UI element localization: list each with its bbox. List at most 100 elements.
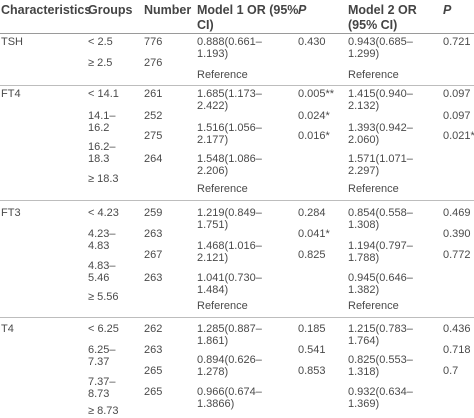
model1-or-line2: 1.861) bbox=[197, 335, 229, 347]
model2-or-line2: 2.132) bbox=[348, 100, 380, 112]
group-number: 263 bbox=[144, 344, 163, 356]
group-number: 776 bbox=[144, 36, 163, 48]
model2-or-line1: 1.194(0.797– bbox=[348, 240, 413, 252]
model2-or-line1: 1.215(0.783– bbox=[348, 323, 413, 335]
header-number: Number bbox=[144, 3, 192, 17]
model1-p: 0.430 bbox=[298, 36, 326, 48]
model1-or-line2: 1.278) bbox=[197, 366, 229, 378]
model2-or-line2: 1.299) bbox=[348, 48, 380, 60]
model2-or-line1: 0.825(0.553– bbox=[348, 354, 413, 366]
group-label: 4.23–4.83 bbox=[88, 228, 132, 252]
model1-or-line2: 1.484) bbox=[197, 284, 229, 296]
header-model1-line1: Model 1 OR (95% bbox=[197, 3, 299, 17]
group-label-text: 7.37–8.73 bbox=[88, 376, 116, 400]
model1-or-line1: 0.894(0.626– bbox=[197, 354, 262, 366]
section-name-t4: T4 bbox=[1, 323, 14, 335]
section-rule bbox=[0, 317, 474, 318]
header-characteristics: Characteristics bbox=[1, 3, 92, 17]
section-rule bbox=[0, 85, 474, 86]
model1-or: 1.219(0.849– 1.751) bbox=[197, 207, 262, 231]
header-groups: Groups bbox=[88, 3, 133, 17]
model2-or: 1.393(0.942– 2.060) bbox=[348, 122, 413, 146]
model1-or-line1: 1.219(0.849– bbox=[197, 207, 262, 219]
model2-or-line2: 1.764) bbox=[348, 335, 380, 347]
group-label: ≥ 2.5 bbox=[88, 57, 113, 69]
model1-or-line2: 2.422) bbox=[197, 100, 229, 112]
group-number: 259 bbox=[144, 207, 163, 219]
header-model1: Model 1 OR (95% CI) bbox=[197, 3, 298, 33]
model2-or: 1.415(0.940– 2.132) bbox=[348, 88, 413, 112]
group-label: 7.37–8.73 bbox=[88, 376, 132, 400]
group-number: 265 bbox=[144, 365, 163, 377]
group-number: 275 bbox=[144, 130, 163, 142]
model2-or-line2: 1.788) bbox=[348, 252, 380, 264]
model2-or: 1.571(1.071– 2.297) bbox=[348, 153, 413, 177]
model1-reference: Reference bbox=[197, 183, 248, 195]
group-number: 264 bbox=[144, 153, 163, 165]
model1-or-line1: 1.285(0.887– bbox=[197, 323, 262, 335]
model1-reference: Reference bbox=[197, 300, 248, 312]
section-name-ft4: FT4 bbox=[1, 88, 21, 100]
model1-p: 0.284 bbox=[298, 207, 326, 219]
header-model2: Model 2 OR (95% CI) bbox=[348, 3, 417, 33]
group-label-text: 14.1–16.2 bbox=[88, 110, 116, 134]
group-number: 263 bbox=[144, 272, 163, 284]
model1-or-line2: 2.177) bbox=[197, 134, 229, 146]
model1-or-line1: 1.041(0.730– bbox=[197, 272, 262, 284]
group-number: 276 bbox=[144, 57, 163, 69]
model1-or: 0.894(0.626– 1.278) bbox=[197, 354, 262, 378]
group-label: < 6.25 bbox=[88, 323, 119, 335]
header-p1-text: P bbox=[298, 3, 307, 17]
model1-or-line1: 0.888(0.661– bbox=[197, 36, 262, 48]
model2-p: 0.772 bbox=[443, 249, 471, 261]
model1-or: 1.041(0.730– 1.484) bbox=[197, 272, 262, 296]
section-rule bbox=[0, 200, 474, 201]
group-label: ≥ 18.3 bbox=[88, 173, 119, 185]
group-label: < 14.1 bbox=[88, 88, 119, 100]
model1-reference: Reference bbox=[197, 69, 248, 81]
model2-or-line1: 1.415(0.940– bbox=[348, 88, 413, 100]
model2-or: 0.825(0.553– 1.318) bbox=[348, 354, 413, 378]
model1-or-line1: 1.468(1.016– bbox=[197, 240, 262, 252]
model1-or: 1.548(1.086– 2.206) bbox=[197, 153, 262, 177]
model1-p: 0.825 bbox=[298, 249, 326, 261]
group-label-text: 16.2–18.3 bbox=[88, 141, 116, 165]
model1-p: 0.005** bbox=[298, 88, 335, 100]
model1-or-line2: 1.193) bbox=[197, 48, 229, 60]
model2-or-line2: 1.318) bbox=[348, 366, 380, 378]
model2-or-line1: 0.945(0.646– bbox=[348, 272, 413, 284]
model1-or-line2: 1.3866) bbox=[197, 398, 235, 410]
model2-or: 0.854(0.558– 1.308) bbox=[348, 207, 413, 231]
model2-reference: Reference bbox=[348, 300, 399, 312]
model1-or: 1.516(1.056– 2.177) bbox=[197, 122, 262, 146]
model1-p: 0.016* bbox=[298, 130, 330, 142]
group-label: 16.2–18.3 bbox=[88, 141, 132, 165]
model2-or-line2: 1.308) bbox=[348, 219, 380, 231]
group-label: ≥ 8.73 bbox=[88, 405, 119, 417]
group-number: 265 bbox=[144, 386, 163, 398]
group-number: 263 bbox=[144, 228, 163, 240]
group-label: 6.25–7.37 bbox=[88, 344, 132, 368]
model1-or: 0.888(0.661– 1.193) bbox=[197, 36, 262, 60]
model1-or-line2: 2.121) bbox=[197, 252, 229, 264]
header-p2: P bbox=[443, 3, 451, 18]
model2-p: 0.390 bbox=[443, 228, 471, 240]
model2-or: 0.932(0.634– 1.369) bbox=[348, 386, 413, 410]
section-name-ft3: FT3 bbox=[1, 207, 21, 219]
model2-p: 0.721 bbox=[443, 36, 471, 48]
header-rule bbox=[0, 33, 474, 34]
model1-or-line1: 1.685(1.173– bbox=[197, 88, 262, 100]
model2-p: 0.436 bbox=[443, 323, 471, 335]
model1-or: 0.966(0.674– 1.3866) bbox=[197, 386, 262, 410]
model2-p: 0.021* bbox=[443, 130, 474, 142]
model2-or-line1: 1.571(1.071– bbox=[348, 153, 413, 165]
model2-or-line1: 1.393(0.942– bbox=[348, 122, 413, 134]
header-model2-line1: Model 2 OR bbox=[348, 3, 417, 17]
model2-reference: Reference bbox=[348, 69, 399, 81]
model2-or-line2: 1.382) bbox=[348, 284, 380, 296]
model1-or-line2: 1.751) bbox=[197, 219, 229, 231]
group-label-text: 4.83–5.46 bbox=[88, 260, 116, 284]
model2-or-line2: 2.060) bbox=[348, 134, 380, 146]
model1-or-line2: 2.206) bbox=[197, 165, 229, 177]
model1-p: 0.041* bbox=[298, 228, 330, 240]
